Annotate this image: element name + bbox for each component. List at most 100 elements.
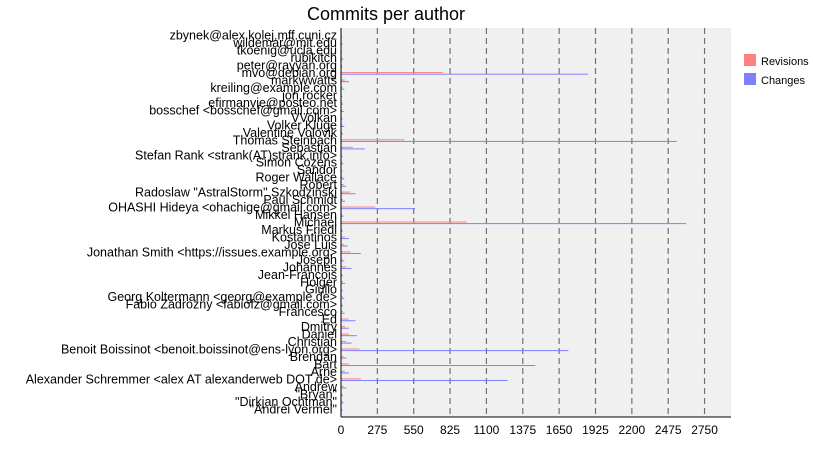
author-label: peter@rayyan.org [237,59,337,73]
author-label: bosschef <bosschef@gmail.com> [149,103,337,117]
author-label: Arne [311,365,337,379]
author-label: Valentine Volovik [243,126,338,140]
bar-revisions [341,79,345,81]
bar-changes [341,88,345,90]
bar-changes [341,111,344,113]
bar-changes [341,282,345,284]
author-label: Dmitry [301,320,338,334]
bar-revisions [341,184,344,186]
bar-changes [341,260,345,262]
x-tick-label: 275 [367,423,387,437]
author-label: "Bryan" [295,387,337,401]
bar-changes [341,163,344,165]
bar-changes [341,125,345,127]
bar-changes [341,155,343,157]
author-label: Francesco [279,305,337,319]
bar-changes [341,305,343,307]
bar-changes [341,409,343,411]
bar-revisions [341,139,405,141]
x-tick-label: 0 [338,423,345,437]
bar-revisions [341,326,345,328]
x-tick-label: 1375 [509,423,536,437]
bar-changes [341,133,343,135]
author-label: Sandor [297,163,337,177]
x-tick-label: 550 [404,423,424,437]
bar-revisions [341,57,343,59]
bar-changes [341,43,343,45]
bar-revisions [341,191,351,193]
bar-revisions [341,146,353,148]
author-label: Johannes [283,260,337,274]
author-label: Stefan Rank <strank(AT)strank.info> [135,148,337,162]
author-label: rubikitch [290,51,337,65]
author-label: Alexander Schremmer <alex AT alexanderwe… [26,372,337,386]
author-label: OHASHI Hideya <ohachige@gmail.com> [108,201,337,215]
bar-revisions [341,273,343,275]
legend: Revisions Changes [744,54,809,87]
author-label: Roger Wallace [255,171,337,185]
author-label: Paul Schmidt [263,193,337,207]
bar-changes [341,394,343,396]
x-tick-label: 2475 [655,423,682,437]
bar-revisions [341,281,343,283]
bar-changes [341,230,343,232]
bar-changes [341,238,349,240]
bar-revisions [341,87,343,89]
bar-changes [341,96,343,98]
bar-changes [341,148,365,150]
x-tick-label: 825 [440,423,460,437]
bar-changes [341,66,343,68]
author-label: Simon Cozens [256,156,337,170]
author-label: Daniel [302,328,337,342]
bar-revisions [341,161,343,163]
bar-changes [341,297,345,299]
bar-changes [341,118,343,120]
x-tick-label: 1650 [546,423,573,437]
bar-revisions [341,296,343,298]
bar-changes [341,290,343,292]
x-tick-label: 2750 [691,423,718,437]
author-label: zbynek@alex.kolej.mff.cuni.cz [170,29,337,43]
legend-swatch [744,54,756,66]
author-label: "Dirkjan Ochtman" [235,395,337,409]
bar-changes [341,215,344,217]
bar-changes [341,81,349,83]
bar-changes [341,327,349,329]
legend-label: Revisions [761,56,809,68]
author-label: VVolkan [291,111,337,125]
axes [340,28,731,418]
bar-changes [341,103,343,105]
bar-revisions [341,311,343,313]
author-label: Markus Friedl [261,223,337,237]
author-label: mvo@debian.org [242,66,337,80]
bar-revisions [341,251,351,253]
bars [341,34,687,411]
bar-revisions [341,333,349,335]
bar-revisions [341,221,467,223]
author-label: Sebastian [281,141,337,155]
bar-revisions [341,378,361,380]
bar-revisions [341,318,349,320]
author-label: Jean-Francois [258,268,337,282]
bar-revisions [341,199,343,201]
bar-changes [341,365,536,367]
bar-changes [341,350,569,352]
bar-revisions [341,258,343,260]
bar-changes [341,312,345,314]
author-label: Andrew [295,380,338,394]
bar-revisions [341,341,347,343]
author-label: Brendan [290,350,337,364]
bar-revisions [341,124,343,126]
author-label: wildemar@mit.edu [232,36,337,50]
bar-revisions [341,109,343,111]
author-label: Holger [300,275,337,289]
bar-revisions [341,266,347,268]
x-tick-label: 1100 [474,423,500,437]
author-label: Georg Koltermann <georg@example.de> [108,290,338,304]
author-label: Fabio Zadrozny <fabiofz@gmail.com> [126,298,337,312]
author-label: Christian [288,335,337,349]
bar-changes [341,58,344,60]
x-tick-label: 2200 [618,423,645,437]
bar-changes [341,36,343,38]
author-label: Mikkel Hansen [255,208,337,222]
